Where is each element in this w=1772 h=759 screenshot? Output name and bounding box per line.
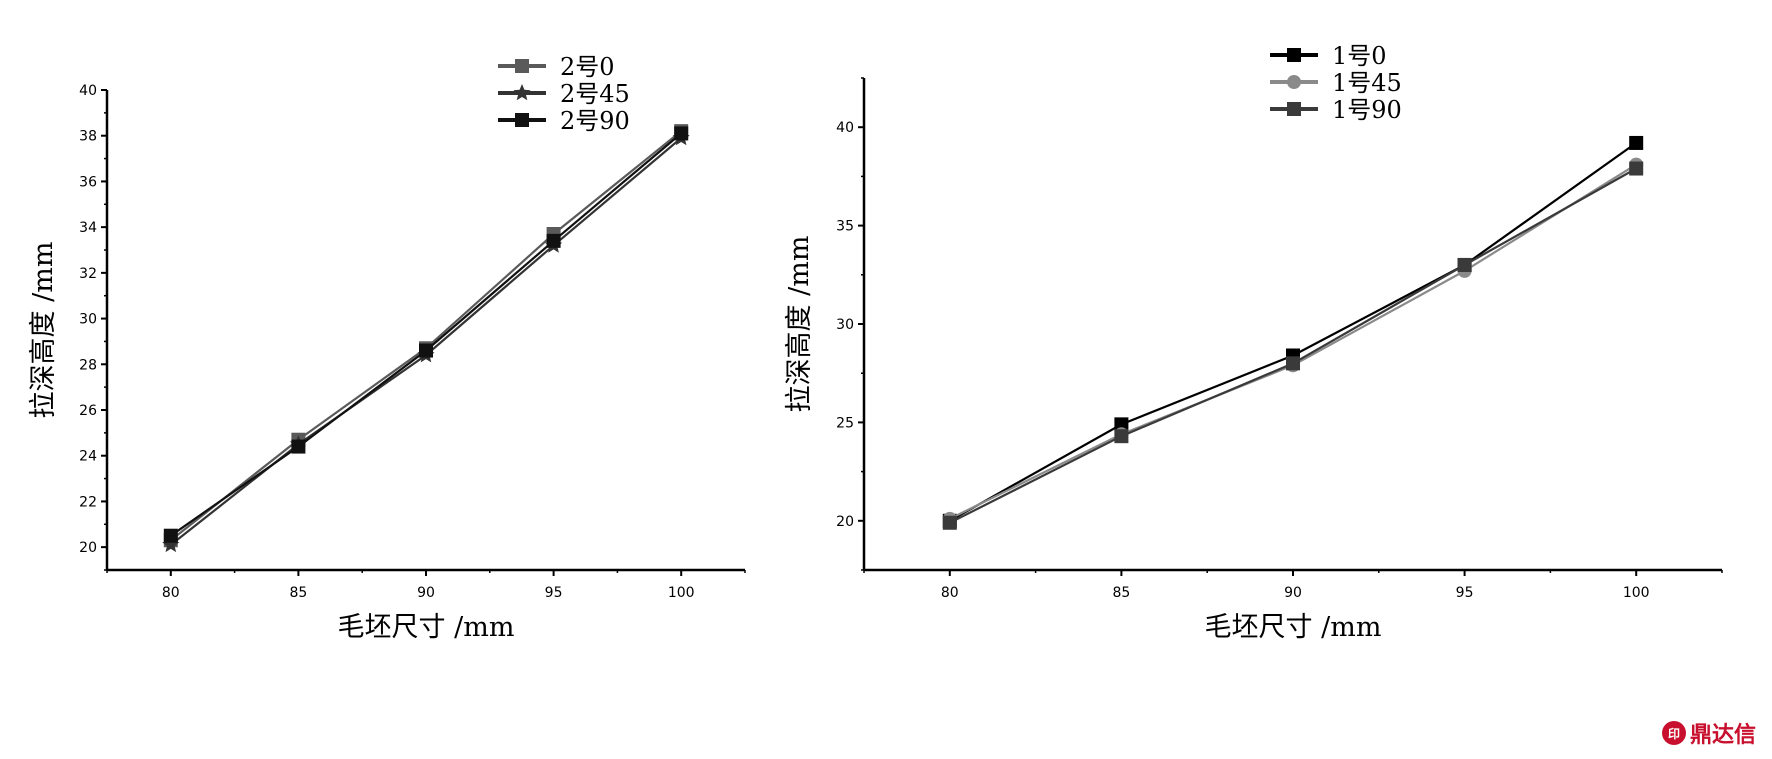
legend-label: 1号90: [1332, 96, 1402, 124]
series-line: [949, 167, 1637, 524]
data-point: [419, 343, 433, 358]
legend-label: 1号0: [1332, 42, 1387, 70]
data-point: [546, 233, 561, 248]
data-point: [1457, 257, 1472, 272]
legend-marker: [515, 113, 529, 127]
y-tick-label: 25: [836, 415, 854, 431]
legend-label: 2号0: [560, 53, 615, 81]
data-point: [1114, 429, 1129, 444]
y-tick-label: 40: [836, 120, 854, 136]
data-point: [162, 535, 180, 553]
y-tick-label: 22: [79, 494, 97, 510]
x-axis-label: 毛坯尺寸 /mm: [338, 612, 515, 643]
x-tick-label: 80: [162, 585, 180, 601]
series-line: [949, 142, 1637, 522]
y-tick-label: 38: [79, 129, 97, 145]
x-tick-label: 85: [289, 585, 307, 601]
x-tick-label: 95: [545, 585, 563, 601]
legend-label: 2号45: [560, 80, 630, 108]
y-tick-label: 28: [79, 357, 97, 373]
legend-marker: [1287, 48, 1301, 62]
y-tick-label: 32: [79, 266, 97, 282]
y-tick-label: 40: [79, 83, 97, 99]
watermark-text: 鼎达信: [1689, 723, 1756, 748]
legend-marker: [515, 59, 529, 73]
y-axis-label: 拉深高度 /mm: [784, 236, 815, 413]
y-tick-label: 24: [79, 449, 97, 465]
data-point: [674, 126, 689, 141]
x-tick-label: 85: [1112, 585, 1130, 601]
y-tick-label: 30: [79, 312, 97, 328]
data-point: [291, 439, 306, 454]
y-tick-label: 26: [79, 403, 97, 419]
x-axis-label: 毛坯尺寸 /mm: [1205, 612, 1382, 643]
x-tick-label: 95: [1456, 585, 1474, 601]
data-point: [1629, 135, 1644, 150]
chart-left: 20 22 24 26 28 30 32 34 36 38 40 80 85 90 95 100 毛坯尺寸 /m…: [28, 53, 746, 643]
x-tick-label: 90: [417, 585, 435, 601]
y-tick-label: 35: [836, 219, 854, 235]
data-point: [1114, 417, 1129, 432]
legend-marker: [1287, 75, 1301, 89]
data-point: [163, 528, 178, 543]
watermark: 印 鼎达信: [1661, 717, 1756, 749]
watermark-seal-icon: 印: [1661, 721, 1686, 745]
y-tick-label: 30: [836, 317, 854, 333]
x-tick-label: 90: [1284, 585, 1302, 601]
data-point: [1629, 161, 1644, 176]
series-line: [949, 163, 1637, 520]
legend-marker: [513, 84, 531, 101]
legend-label: 1号45: [1332, 69, 1402, 97]
y-tick-label: 34: [79, 220, 97, 236]
legend-label: 2号90: [560, 107, 630, 135]
y-tick-label: 36: [79, 174, 97, 190]
x-tick-label: 100: [1623, 585, 1650, 601]
series-line: [170, 130, 682, 542]
x-tick-label: 80: [941, 585, 959, 601]
x-tick-label: 100: [668, 585, 695, 601]
data-point: [942, 515, 957, 530]
chart-right: 20 25 30 35 40 80 85 90 95 100 毛坯尺寸 /mm 拉深高度 /mm 1号0…: [784, 42, 1723, 643]
y-tick-label: 20: [836, 514, 854, 530]
y-axis-label: 拉深高度 /mm: [28, 242, 59, 419]
y-tick-label: 20: [79, 540, 97, 556]
legend-marker: [1287, 102, 1301, 116]
data-point: [1286, 356, 1300, 371]
